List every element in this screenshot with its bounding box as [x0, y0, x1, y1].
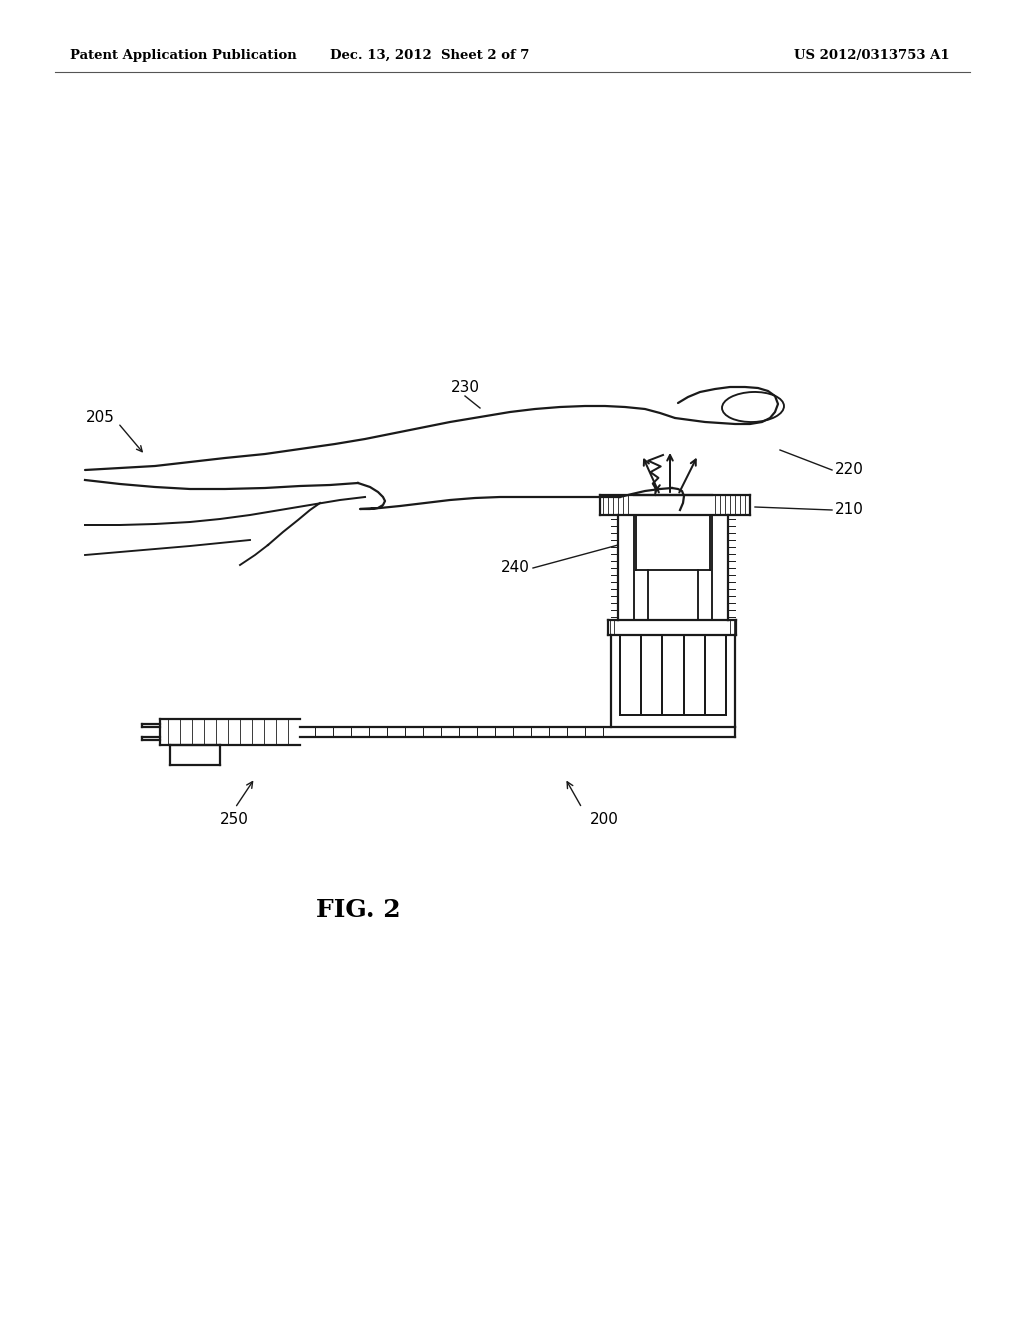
Text: 240: 240 [501, 561, 530, 576]
Text: US 2012/0313753 A1: US 2012/0313753 A1 [795, 49, 950, 62]
Text: 210: 210 [835, 503, 864, 517]
Text: 205: 205 [86, 411, 115, 425]
Text: 250: 250 [220, 813, 249, 828]
Text: FIG. 2: FIG. 2 [315, 898, 400, 921]
Text: 230: 230 [451, 380, 479, 396]
Text: Dec. 13, 2012  Sheet 2 of 7: Dec. 13, 2012 Sheet 2 of 7 [331, 49, 529, 62]
Text: Patent Application Publication: Patent Application Publication [70, 49, 297, 62]
Text: 200: 200 [590, 813, 618, 828]
Text: 220: 220 [835, 462, 864, 478]
